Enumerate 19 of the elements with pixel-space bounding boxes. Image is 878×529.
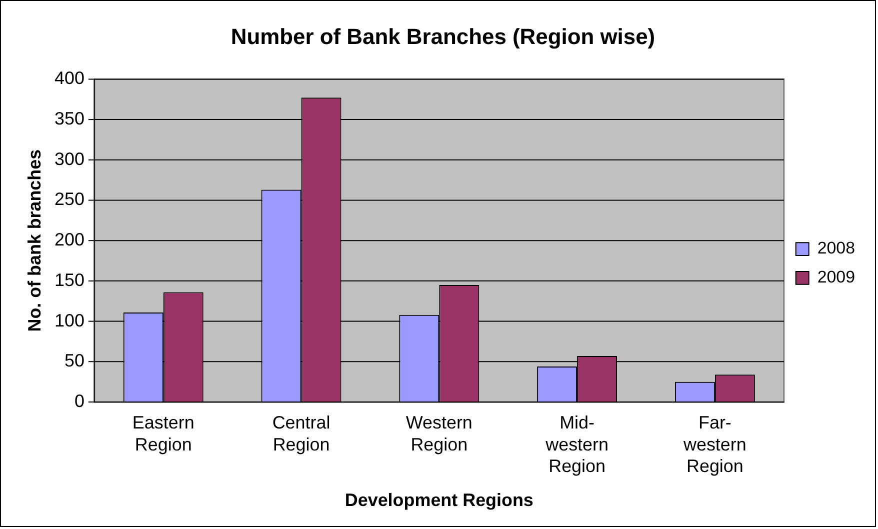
- chart-title: Number of Bank Branches (Region wise): [230, 24, 656, 50]
- y-tick-label: 300: [54, 148, 84, 169]
- x-tick-label: Mid-western Region: [544, 412, 608, 476]
- x-tick-label: Eastern Region: [132, 412, 194, 454]
- y-tick-label: 400: [54, 68, 84, 88]
- y-tick-label: 350: [54, 108, 84, 128]
- x-axis-title: Development Regions: [344, 490, 534, 510]
- legend-label: 2009: [817, 268, 856, 287]
- y-tick-label: 100: [54, 310, 84, 330]
- y-tick-label: 0: [74, 391, 84, 412]
- x-tick-label: Western Region: [406, 412, 472, 454]
- y-tick-label: 200: [54, 230, 84, 250]
- legend-label: 2008: [817, 238, 856, 258]
- y-tick-label: 50: [64, 350, 84, 371]
- y-tick-label: 250: [54, 189, 84, 210]
- y-axis-title: No. of bank branches: [24, 149, 45, 332]
- x-tick-label: Far-western Region: [682, 412, 746, 476]
- x-tick-label: Central Region: [272, 412, 330, 454]
- y-tick-label: 150: [54, 270, 84, 290]
